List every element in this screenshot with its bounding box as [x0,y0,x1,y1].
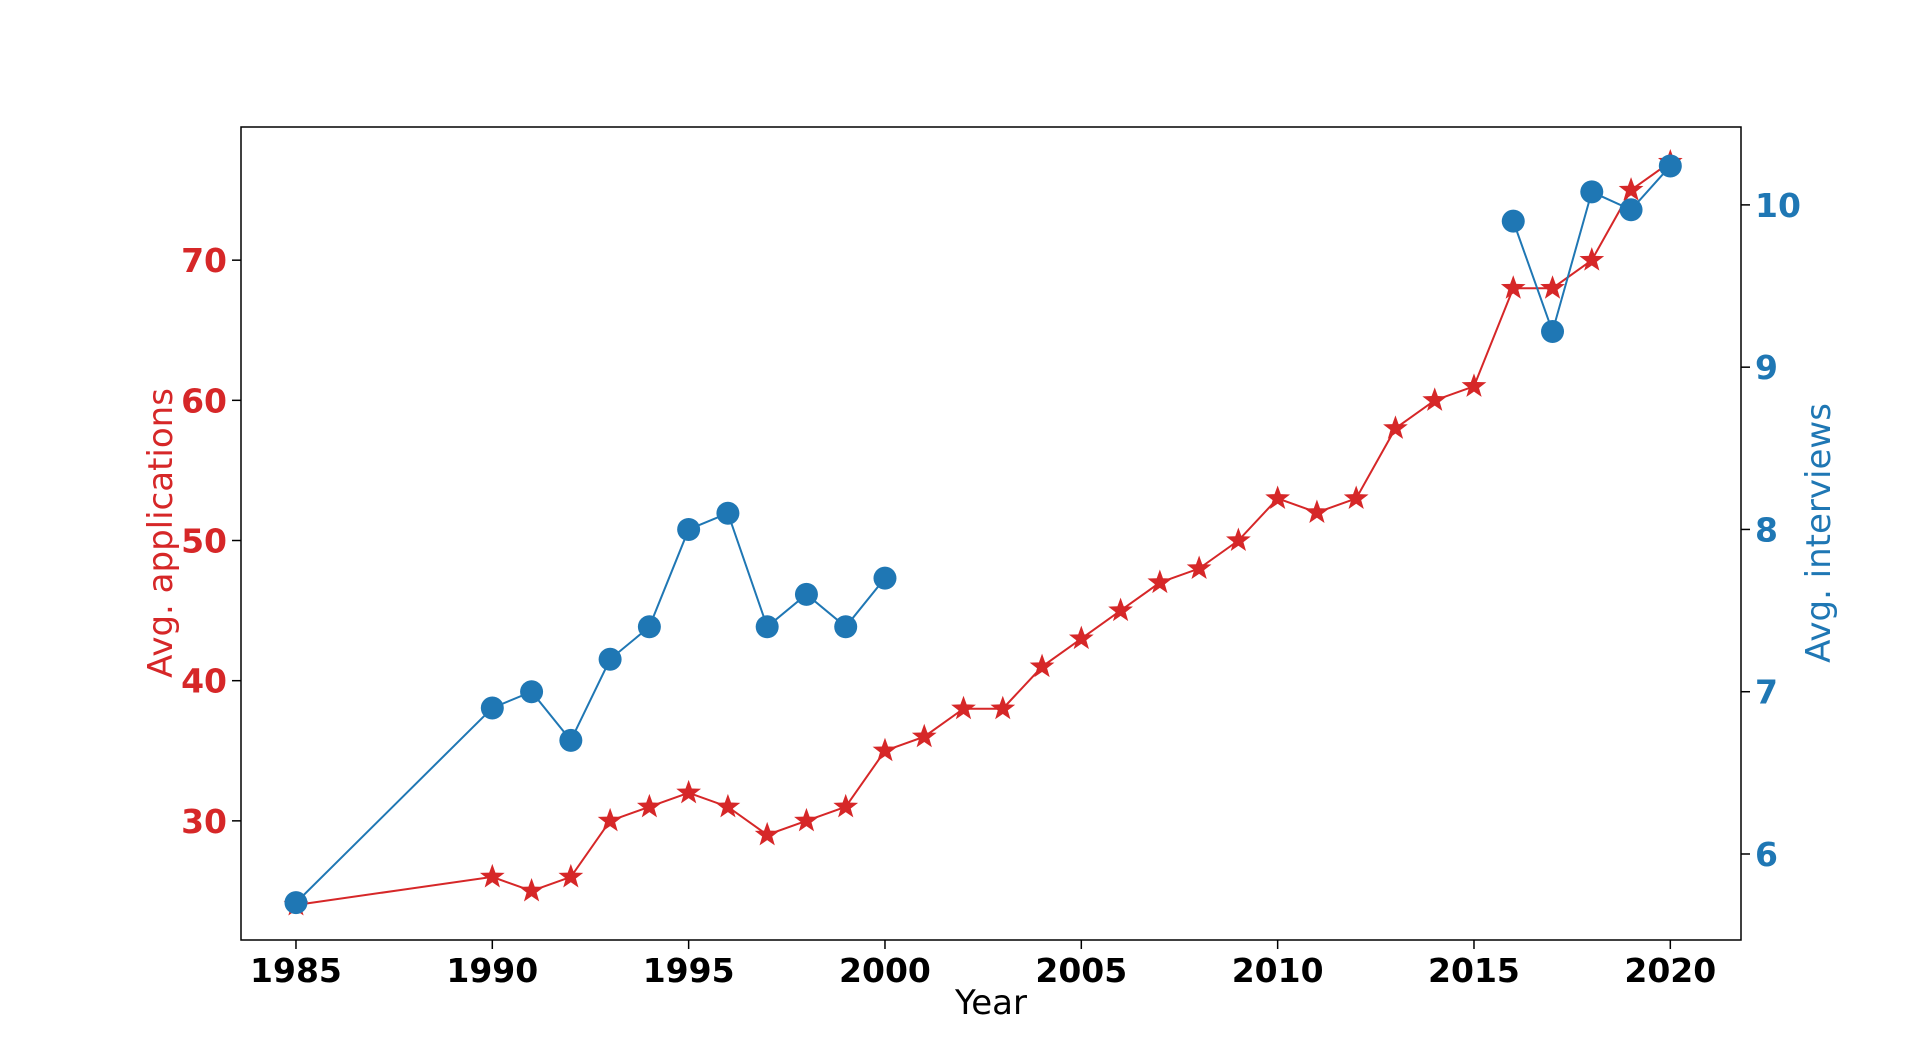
data-point-star [715,793,741,818]
y-right-tick-label: 6 [1755,835,1778,874]
data-point-star [1029,653,1055,678]
x-tick-label: 2000 [839,951,931,990]
data-point-circle [559,728,583,752]
data-point-star [676,779,702,804]
data-point-circle [1619,198,1643,222]
y-left-tick-label: 30 [181,802,227,841]
data-point-star [1500,275,1526,299]
data-point-star [833,793,859,818]
data-point-star [990,695,1016,720]
data-point-star [1422,387,1448,411]
x-tick-label: 1990 [446,951,538,990]
data-point-star [754,821,780,846]
data-point-circle [637,615,661,639]
data-point-star [1265,485,1291,509]
data-point-circle [873,566,897,590]
y-left-tick-label: 60 [181,381,227,420]
data-point-star [1383,415,1408,439]
series-1 [284,501,897,915]
data-point-star [1068,625,1094,650]
y-axis-label-left: Avg. applications [141,388,181,678]
data-point-circle [794,582,818,606]
data-point-circle [480,696,504,720]
data-point-star [794,807,819,832]
plot-frame [240,126,1742,941]
x-tick-label: 2020 [1624,951,1716,990]
axes-layer: 1985 1990 1995 2000 2005 2010 2015 2020 30 40 50 60… [181,186,1801,990]
x-tick-label: 2010 [1232,951,1324,990]
data-point-star [519,877,544,902]
y-left-tick-label: 70 [181,241,227,280]
data-point-star [1108,597,1133,622]
data-point-star [1579,247,1605,271]
data-point-circle [834,615,858,639]
data-point-star [1147,569,1173,594]
x-tick-label: 1985 [250,951,342,990]
data-point-circle [520,680,544,704]
data-point-circle [716,501,740,525]
y-left-tick-label: 40 [181,662,227,701]
x-tick-label: 2015 [1428,951,1520,990]
data-point-star [1618,177,1644,201]
y-left-tick-label: 50 [181,522,227,561]
y-right-tick-label: 7 [1755,673,1778,712]
data-point-star [911,723,937,748]
series-0 [283,149,1683,916]
data-point-circle [677,517,701,541]
x-tick-label: 1995 [643,951,735,990]
data-point-star [1186,555,1212,580]
x-axis-label: Year [954,983,1027,1023]
data-point-star [1343,485,1369,509]
data-point-circle [284,891,308,915]
data-point-circle [755,615,779,639]
data-point-circle [1658,154,1682,178]
data-point-circle [1541,319,1565,343]
data-point-circle [1580,180,1604,204]
plot-area [241,127,1741,940]
x-tick-label: 2005 [1035,951,1127,990]
data-point-star [479,863,505,888]
data-point-circle [598,647,622,671]
data-point-circle [1501,209,1525,233]
y-axis-label-right: Avg. interviews [1799,403,1839,663]
data-point-star [951,695,976,720]
y-right-tick-label: 10 [1755,186,1801,225]
data-point-star [872,737,898,762]
series-layer [283,149,1683,916]
data-point-star [558,863,584,888]
data-point-star [637,793,662,818]
data-point-star [597,807,623,832]
series-2 [1501,154,1682,343]
y-right-tick-label: 8 [1755,510,1778,549]
data-point-star [1226,527,1251,552]
data-point-star [1461,373,1487,397]
y-right-tick-label: 9 [1755,348,1778,387]
data-point-star [1304,499,1330,523]
data-point-star [1540,275,1565,299]
